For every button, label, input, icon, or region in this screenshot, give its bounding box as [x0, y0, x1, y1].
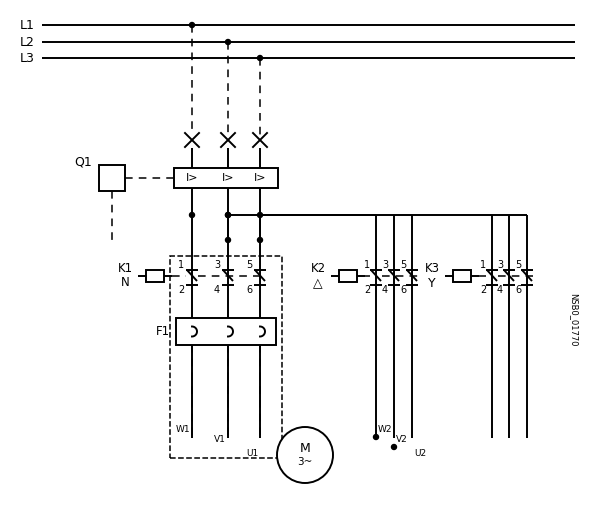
- Text: I>: I>: [186, 173, 198, 183]
- Bar: [339, 269, 357, 281]
- Text: L2: L2: [20, 35, 35, 48]
- Text: 1: 1: [364, 260, 370, 270]
- Text: N: N: [120, 276, 129, 289]
- Bar: [146, 269, 164, 281]
- Text: 6: 6: [246, 285, 252, 295]
- Text: I>: I>: [254, 173, 266, 183]
- Bar: [453, 269, 471, 281]
- Text: 4: 4: [497, 285, 503, 295]
- Circle shape: [189, 213, 195, 217]
- Circle shape: [374, 435, 379, 439]
- Text: 3: 3: [214, 260, 220, 270]
- Circle shape: [258, 238, 262, 242]
- Text: K3: K3: [425, 262, 440, 275]
- Text: Y: Y: [428, 277, 436, 290]
- Text: NSB0_01770: NSB0_01770: [570, 293, 579, 347]
- Text: I>: I>: [222, 173, 234, 183]
- Text: 4: 4: [382, 285, 388, 295]
- Text: 3: 3: [382, 260, 388, 270]
- Circle shape: [189, 22, 195, 28]
- Text: 6: 6: [515, 285, 521, 295]
- Circle shape: [225, 213, 231, 217]
- Text: △: △: [313, 277, 323, 290]
- Circle shape: [392, 445, 397, 449]
- Circle shape: [225, 40, 231, 45]
- Text: 2: 2: [178, 285, 184, 295]
- Bar: [174, 168, 278, 188]
- Text: 2: 2: [480, 285, 486, 295]
- Text: 2: 2: [364, 285, 370, 295]
- Text: 1: 1: [178, 260, 184, 270]
- Text: W2: W2: [378, 425, 392, 435]
- Circle shape: [258, 56, 262, 60]
- Text: L1: L1: [20, 19, 35, 32]
- Circle shape: [225, 213, 231, 217]
- Text: L3: L3: [20, 51, 35, 64]
- Text: U1: U1: [246, 448, 258, 458]
- Circle shape: [277, 427, 333, 483]
- Text: 5: 5: [246, 260, 252, 270]
- Text: 3: 3: [497, 260, 503, 270]
- Bar: [99, 165, 125, 191]
- Text: V1: V1: [214, 436, 226, 445]
- Text: 6: 6: [400, 285, 406, 295]
- Text: K1: K1: [117, 262, 132, 275]
- Text: F1: F1: [156, 325, 170, 338]
- Text: W1: W1: [176, 425, 190, 435]
- Bar: [176, 318, 276, 345]
- Bar: [170, 256, 282, 458]
- Circle shape: [225, 238, 231, 242]
- Text: 5: 5: [515, 260, 521, 270]
- Circle shape: [258, 213, 262, 217]
- Text: K2: K2: [310, 262, 326, 275]
- Text: Q1: Q1: [74, 155, 92, 168]
- Text: 3~: 3~: [297, 457, 313, 467]
- Text: V2: V2: [396, 436, 408, 445]
- Text: 1: 1: [480, 260, 486, 270]
- Text: U2: U2: [414, 448, 426, 458]
- Text: 4: 4: [214, 285, 220, 295]
- Text: M: M: [300, 441, 310, 454]
- Text: 5: 5: [400, 260, 406, 270]
